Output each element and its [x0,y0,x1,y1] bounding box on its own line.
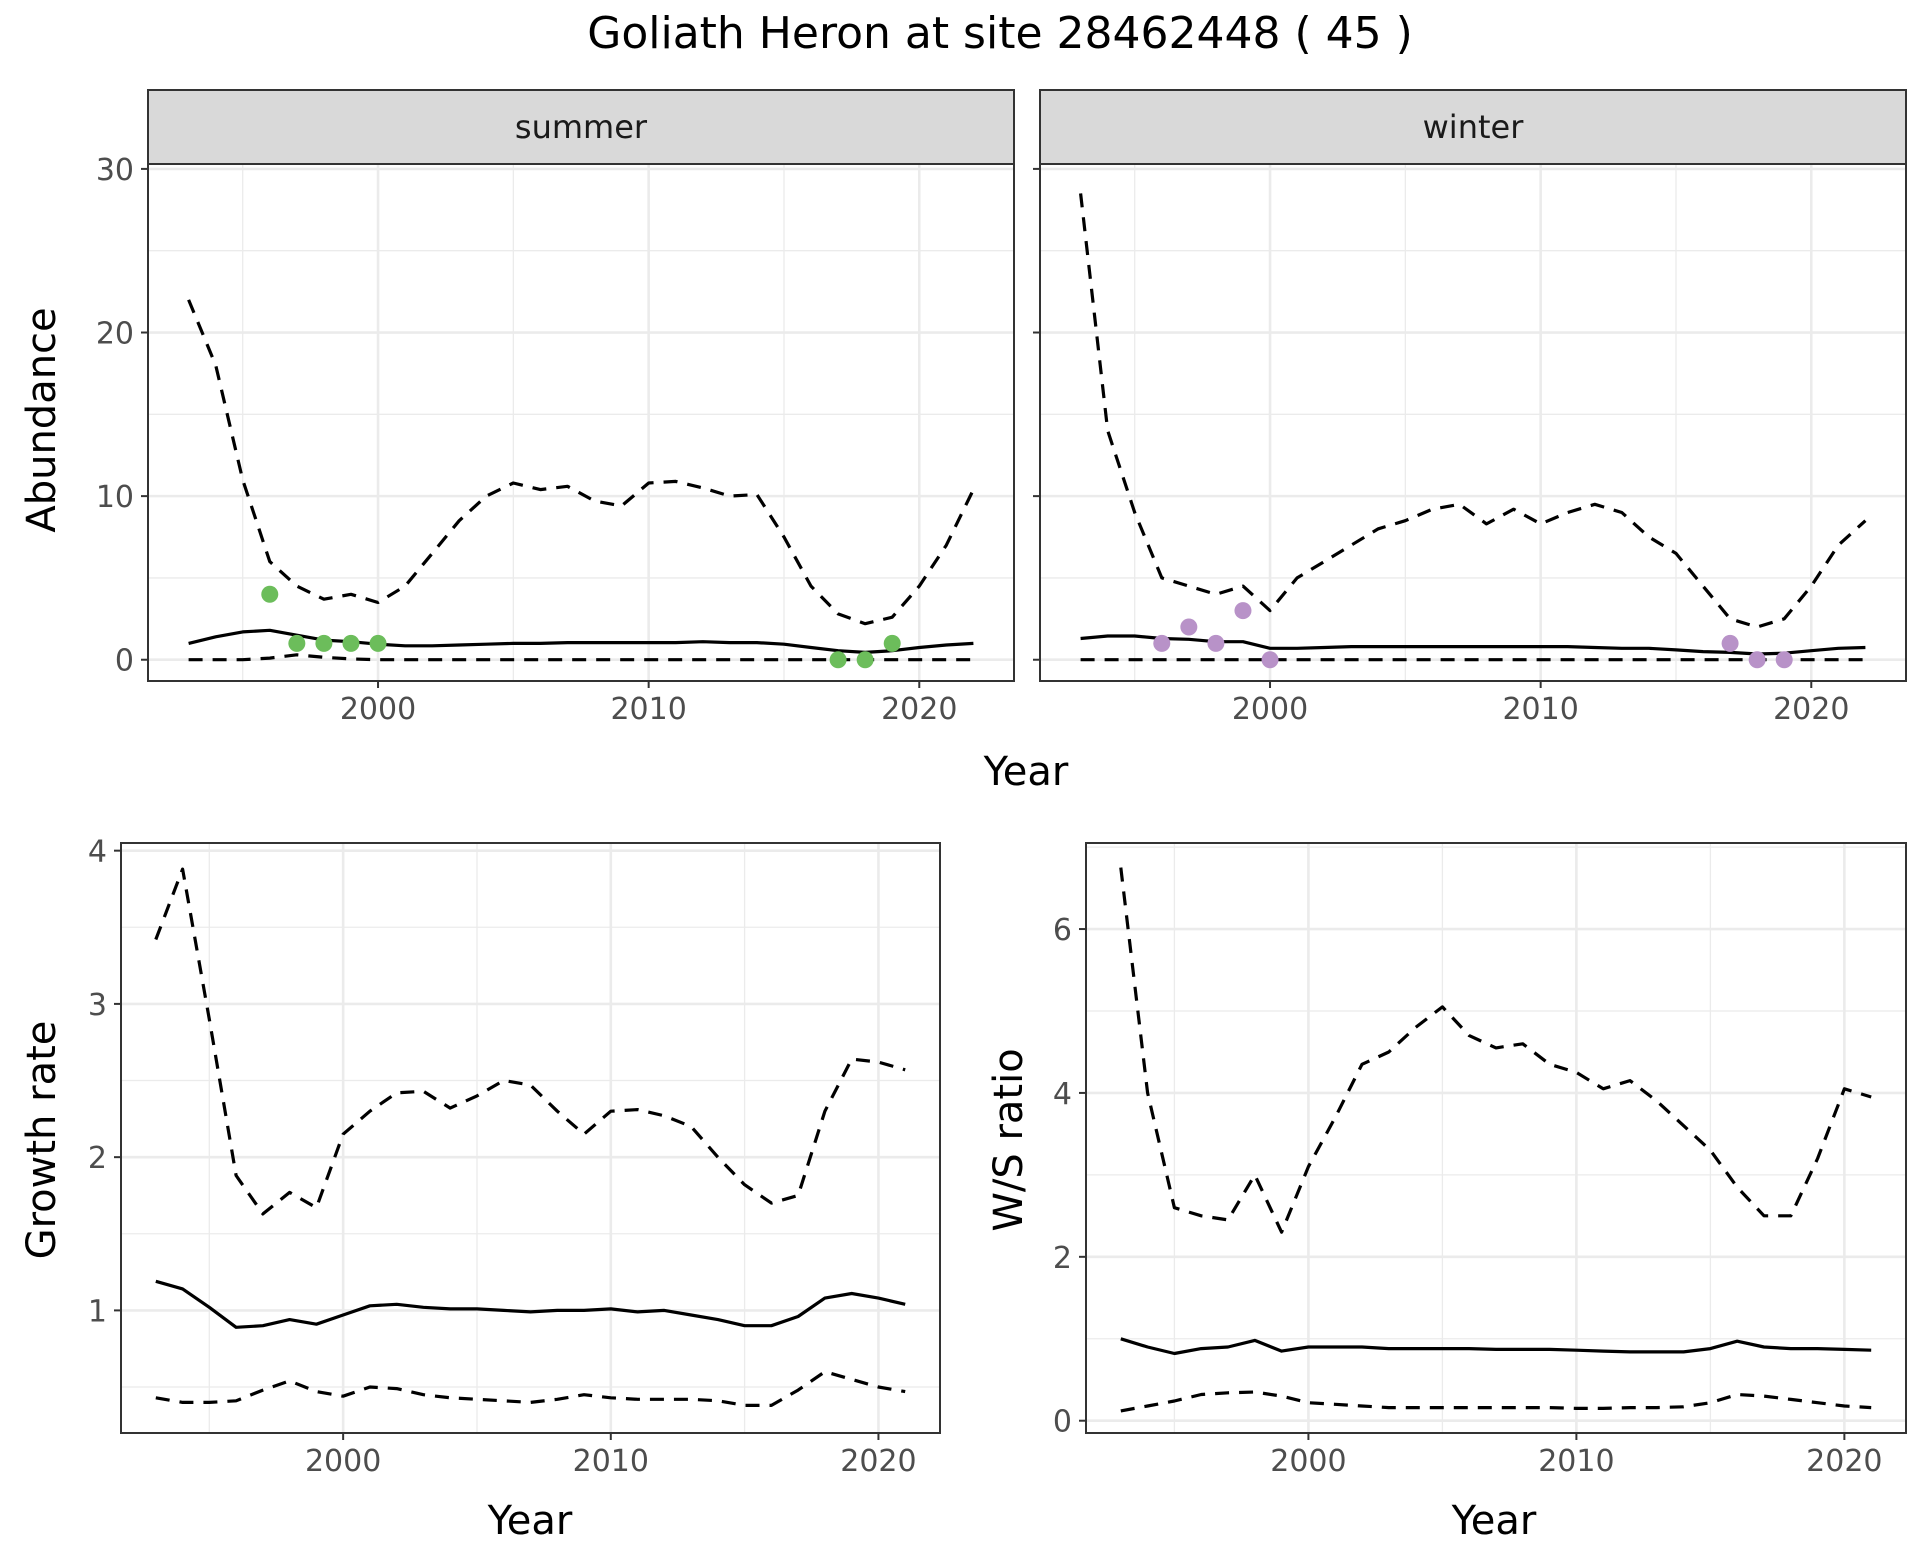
observation-point [1775,651,1793,669]
lower-line [1120,1390,1872,1413]
y-tick-label: 0 [1053,1405,1072,1440]
y-tick-label: 3 [88,988,107,1023]
x-tick-label: 2000 [305,1444,381,1479]
facet-strip-label: winter [1423,108,1525,146]
x-tick-label: 2010 [610,692,686,727]
upper-line [1079,193,1867,629]
panel-background [1040,164,1906,681]
growth-rate-panel: 2000 2010 2020 1 2 3 4 [88,835,941,1479]
x-tick-label: 2000 [1270,1444,1346,1479]
x-tick-label: 2020 [1806,1444,1882,1479]
x-tick-label: 2010 [1538,1444,1614,1479]
y-tick-label: 0 [115,644,134,679]
facet-strip-label: summer [515,108,648,146]
observation-point [829,651,847,669]
panel-background [1086,843,1906,1433]
winter-abundance-panel: winter 2000 2010 2020 [1033,89,1907,727]
figure-title: Goliath Heron at site 28462448 ( 45 ) [587,8,1413,59]
x-tick-label: 2010 [1502,692,1578,727]
x-tick-label: 2010 [573,1444,649,1479]
y-tick-label: 10 [96,480,134,515]
observation-point [261,585,279,603]
top-x-axis-title: Year [983,749,1069,795]
y-tick-label: 4 [1053,1077,1072,1112]
panel-background [148,164,1014,681]
lower-line [155,1370,906,1407]
y-tick-label: 4 [88,835,107,870]
mean-line [1120,1337,1872,1356]
y-tick-label: 1 [88,1294,107,1329]
x-tick-label: 2000 [340,692,416,727]
observation-point [369,634,387,652]
observation-point [856,651,874,669]
top-y-axis-title: Abundance [19,307,65,532]
observation-point [883,634,901,652]
summer-abundance-panel: summer 2000 2010 2020 0 10 20 30 [96,89,1015,727]
mean-line [155,1279,906,1329]
y-tick-label: 2 [1053,1241,1072,1276]
ws-ratio-panel: 2000 2010 2020 0 2 4 6 [1053,842,1907,1479]
upper-line [187,299,975,626]
observation-point [1261,651,1279,669]
upper-line [154,867,906,1216]
panel-border [1085,842,1907,1434]
observation-point [342,634,360,652]
observation-point [1234,602,1252,620]
y-tick-label: 6 [1053,913,1072,948]
facet-strip [1039,89,1907,165]
panel-border [147,163,1015,682]
observation-point [315,634,333,652]
x-tick-label: 2000 [1232,692,1308,727]
panel-border [120,842,941,1434]
observation-point [1153,634,1171,652]
growth-x-axis-title: Year [487,1498,573,1544]
observation-point [1748,651,1766,669]
y-tick-label: 20 [96,317,134,352]
observation-point [1180,618,1198,636]
observation-point [288,634,306,652]
observation-point [1721,634,1739,652]
x-tick-label: 2020 [881,692,957,727]
ratio-y-axis-title: W/S ratio [986,1048,1032,1231]
y-tick-label: 2 [88,1141,107,1176]
upper-line [1119,867,1872,1234]
panel-border [1039,163,1907,682]
facet-strip [147,89,1015,165]
observation-point [1207,634,1225,652]
x-tick-label: 2020 [840,1444,916,1479]
x-tick-label: 2020 [1773,692,1849,727]
y-tick-label: 30 [96,153,134,188]
ratio-x-axis-title: Year [1451,1498,1537,1544]
panel-background [121,843,940,1433]
growth-y-axis-title: Growth rate [19,1021,65,1260]
